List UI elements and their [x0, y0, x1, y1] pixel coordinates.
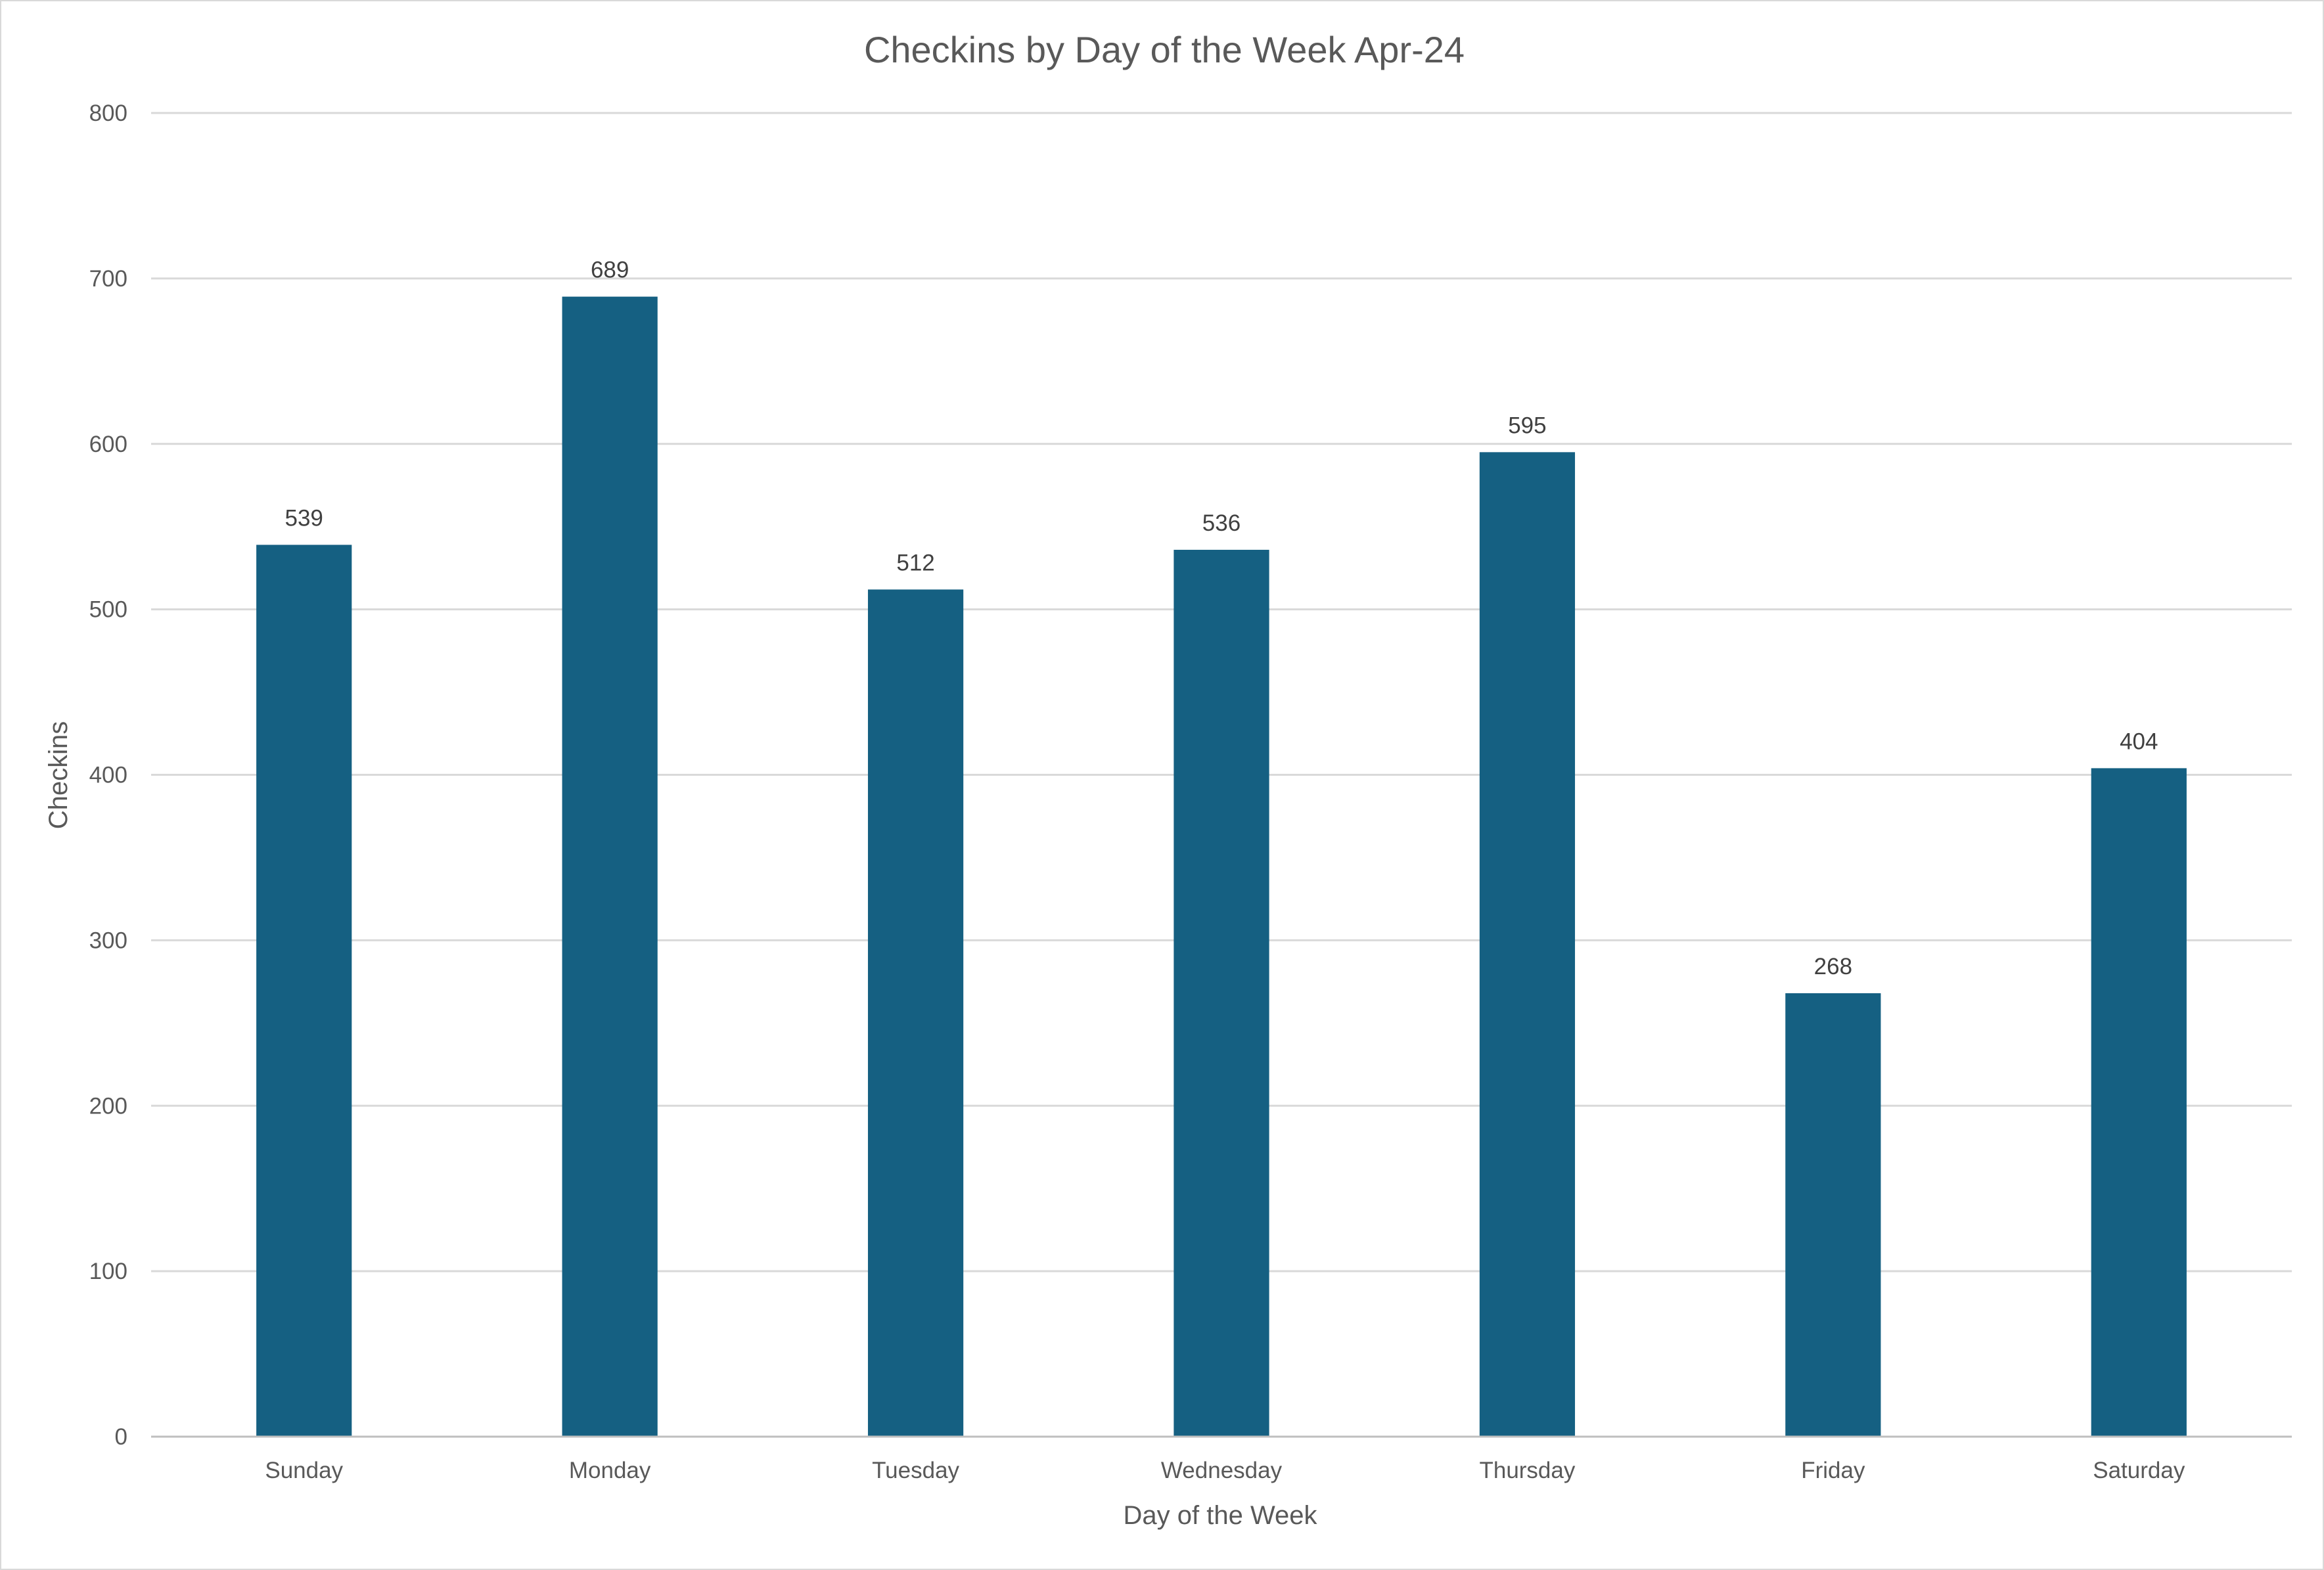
data-label: 512	[896, 550, 934, 575]
x-tick-label: Tuesday	[872, 1458, 959, 1483]
bar-sunday	[256, 545, 352, 1437]
bar-monday	[562, 296, 658, 1437]
bar-friday	[1785, 993, 1881, 1437]
x-tick-label: Thursday	[1479, 1458, 1575, 1483]
y-tick-label: 400	[89, 763, 127, 788]
x-tick-label: Sunday	[265, 1458, 343, 1483]
x-axis-tick-labels: Sunday Monday Tuesday Wednesday Thursday Frid…	[265, 1458, 2185, 1483]
x-axis-title: Day of the Week	[1124, 1501, 1318, 1530]
y-tick-label: 600	[89, 432, 127, 457]
data-label: 404	[2120, 729, 2158, 754]
y-tick-label: 700	[89, 266, 127, 292]
data-labels: 539 689 512 536 595 268 404	[285, 258, 2158, 979]
bar-thursday	[1479, 452, 1576, 1437]
chart-title: Checkins by Day of the Week Apr-24	[864, 29, 1465, 70]
x-tick-label: Friday	[1801, 1458, 1865, 1483]
bars	[256, 296, 2187, 1437]
data-label: 689	[591, 258, 629, 283]
y-axis-title: Checkins	[44, 721, 73, 830]
data-label: 268	[1814, 954, 1852, 979]
y-tick-label: 300	[89, 928, 127, 953]
y-tick-label: 0	[115, 1424, 127, 1450]
data-label: 536	[1202, 510, 1241, 536]
y-tick-label: 100	[89, 1259, 127, 1284]
bar-wednesday	[1173, 549, 1269, 1437]
y-tick-label: 800	[89, 101, 127, 126]
x-tick-label: Monday	[569, 1458, 651, 1483]
x-tick-label: Wednesday	[1161, 1458, 1283, 1483]
bar-saturday	[2091, 768, 2187, 1437]
y-tick-label: 500	[89, 597, 127, 623]
data-label: 539	[285, 505, 323, 531]
bar-tuesday	[867, 589, 964, 1437]
y-tick-label: 200	[89, 1093, 127, 1119]
y-axis-tick-labels: 0 100 200 300 400 500 600 700 800	[89, 101, 127, 1450]
x-tick-label: Saturday	[2093, 1458, 2185, 1483]
data-label: 595	[1508, 413, 1546, 438]
